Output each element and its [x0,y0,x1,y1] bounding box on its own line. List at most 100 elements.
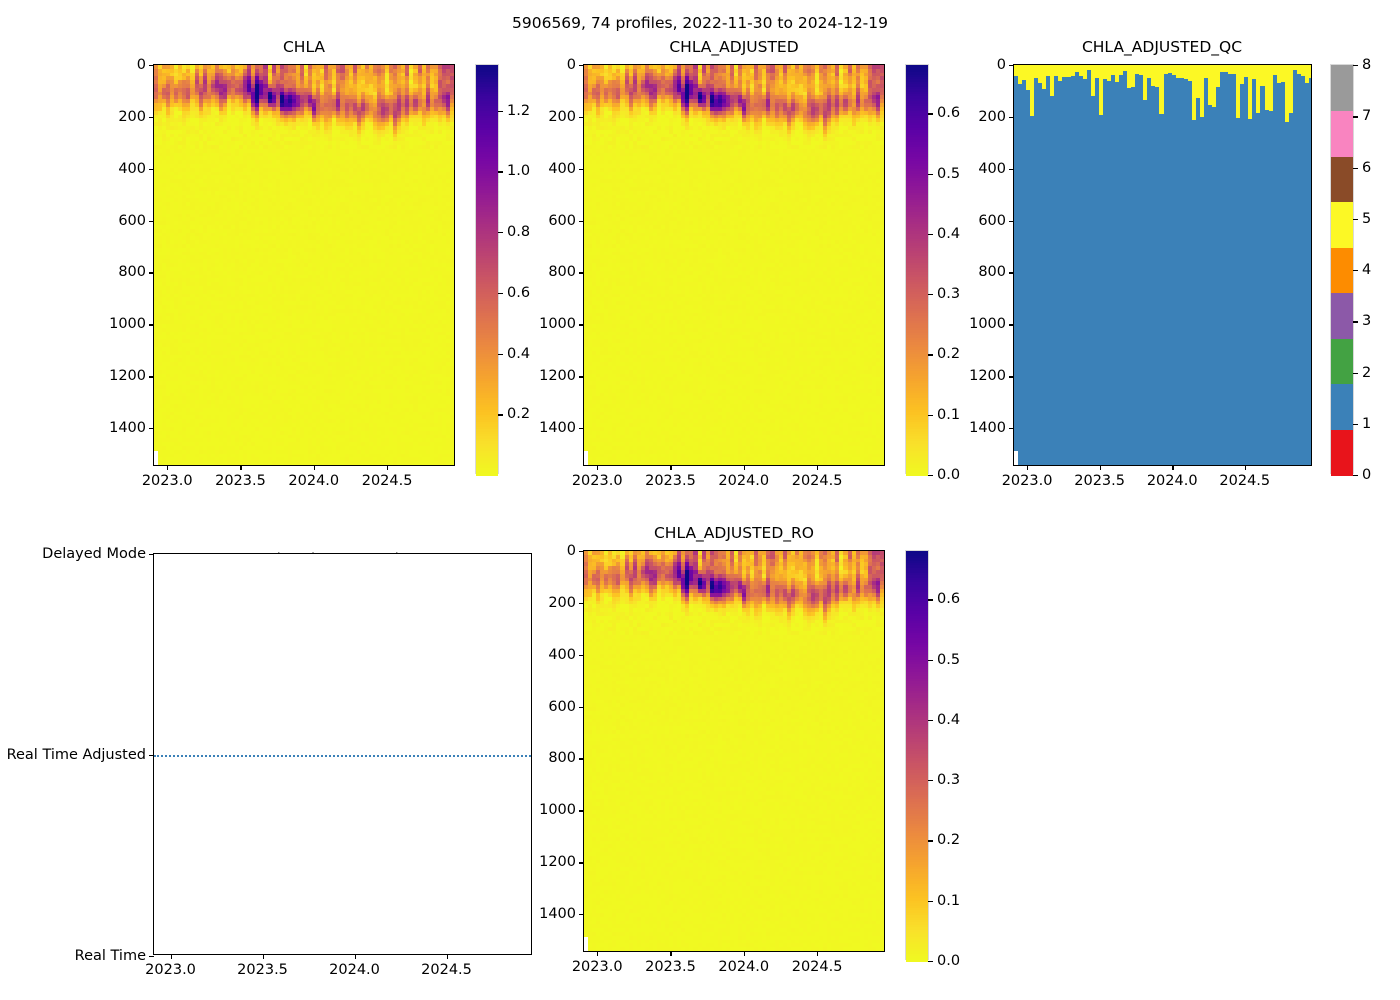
profile-column [316,65,321,465]
profile-column [222,65,228,465]
profile-column [713,65,719,465]
x-tick [1099,465,1101,470]
qc-profile-column [1159,65,1165,465]
colorbar-tick [928,840,933,842]
profile-column [827,65,832,465]
profile-column [867,65,873,465]
x-tick-label: 2023.5 [237,962,288,978]
qc-profile-column [1276,65,1282,465]
profile-column [863,65,869,465]
axes-chla-adjusted-qc[interactable]: 2023.0 2023.5 2024.0 2024.5 0 200 400 600 800 100… [969,57,1312,489]
qc-profile-column [1074,65,1080,465]
profile-column [299,65,305,465]
qc-profile-column [1308,65,1311,465]
colorbar-tick [928,961,933,963]
profile-column [616,551,622,951]
profile-column [312,65,317,465]
y-tick-label: 1000 [539,316,576,332]
qc-profile-column [1296,65,1302,465]
colorbar-tick-label: 0.4 [507,346,530,362]
qc-profile-column [1224,65,1229,465]
profile-column [340,65,346,465]
colorbar-tick-label: 0.6 [937,105,960,121]
profile-column [218,65,224,465]
y-tick-label: 200 [548,109,576,125]
profile-column [624,65,630,465]
qc-profile-column [1066,65,1072,465]
profile-column [170,65,175,465]
qc-profile-column [1038,65,1043,465]
profile-column [600,551,605,951]
profile-column [681,551,686,951]
colorbar-tick-label: 0.2 [937,346,960,362]
profile-column [669,65,674,465]
heatmap-chla-adjusted-qc [1014,65,1311,465]
profile-column [689,551,694,951]
colorbar-tick-label: 2 [1362,365,1371,381]
y-tick [579,654,584,657]
profile-column [291,65,297,465]
y-tick [149,956,154,958]
x-tick-label: 2024.5 [362,473,413,489]
panel-chla-title: CHLA [283,38,325,57]
axes-chla-adjusted[interactable]: 2023.0 2023.5 2024.0 2024.5 0 200 400 600 800 100… [539,57,885,489]
qc-profile-column [1183,65,1189,465]
x-tick [1172,465,1174,470]
y-tick-label: 1200 [969,368,1006,384]
profile-column [665,551,670,951]
colorbar-tick [928,719,933,722]
y-tick [1009,324,1014,326]
colorbar-tick-label: 0.6 [937,591,960,607]
y-tick [1009,65,1014,67]
y-tick [149,65,154,67]
qc-profile-column [1252,65,1258,465]
y-tick-label: 1000 [969,316,1006,332]
panel-chla-adjusted-ro-title: CHLA_ADJUSTED_RO [654,524,814,543]
profile-column [449,65,454,465]
colorbar-tick-label: 0.2 [937,832,960,848]
qc-profile-column [1058,65,1064,465]
profile-column [742,65,747,465]
profile-column [397,65,402,465]
qc-profile-column [1030,65,1035,465]
qc-profile-column [1135,65,1140,465]
profile-column [717,65,723,465]
y-tick-label: 1000 [539,802,576,818]
colorbar-tick-label: 1.0 [507,163,530,179]
qc-profile-column [1171,65,1177,465]
qc-profile-column [1078,65,1084,465]
axes-chla[interactable]: 2023.0 2023.5 2024.0 2024.5 0 200 400 600 800 100… [109,57,455,489]
colorbar-tick-label: 0.2 [507,406,530,422]
profile-column [401,65,406,465]
qc-color-band [1331,247,1353,294]
qc-profile-column [1143,65,1148,465]
qc-color-band [1331,292,1353,339]
colorbar-tick [498,292,503,295]
profile-column [239,65,244,465]
profile-column [701,65,707,465]
y-tick-label: 1200 [539,854,576,870]
axes-mode[interactable]: Delayed Mode Real Time Adjusted Real Time 2… [7,546,532,978]
profile-column [320,65,325,465]
qc-profile-column [1232,65,1237,465]
profile-column [592,65,597,465]
y-tick-label: 800 [118,264,146,280]
profile-column [588,65,593,465]
mode-y-tick-label: Delayed Mode [42,546,146,562]
profile-column [190,65,196,465]
qc-profile-column [1187,65,1193,465]
profile-column [738,65,743,465]
x-tick [670,465,672,470]
qc-profile-column [1022,65,1027,465]
profile-column [336,65,342,465]
colorbar-tick [928,354,933,356]
axes-chla-adjusted-ro[interactable]: 2023.0 2023.5 2024.0 2024.5 0 200 400 600 800 100… [539,543,885,975]
qc-color-band [1331,201,1353,248]
profile-column [405,65,410,465]
colorbar-chla: 0.2 0.4 0.6 0.8 1.0 1.2 [475,64,530,476]
y-tick [579,551,584,553]
colorbar-tick [1353,372,1358,374]
colorbar-tick-label: 0.5 [937,166,960,182]
qc-profile-column [1082,65,1088,465]
profile-column [811,65,816,465]
